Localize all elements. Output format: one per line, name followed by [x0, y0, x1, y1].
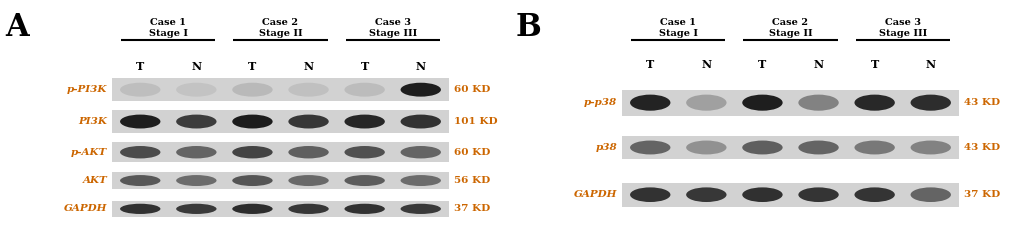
Ellipse shape	[854, 141, 894, 154]
Ellipse shape	[344, 115, 384, 128]
Ellipse shape	[630, 187, 669, 202]
Text: T: T	[757, 59, 766, 70]
Text: 37 KD: 37 KD	[963, 190, 1000, 199]
Text: 37 KD: 37 KD	[453, 204, 490, 213]
Ellipse shape	[742, 141, 782, 154]
Text: N: N	[304, 61, 313, 72]
Ellipse shape	[686, 187, 726, 202]
Ellipse shape	[120, 146, 160, 158]
Ellipse shape	[288, 146, 328, 158]
Ellipse shape	[400, 83, 440, 97]
Text: 60 KD: 60 KD	[453, 148, 490, 157]
Text: T: T	[645, 59, 654, 70]
Text: 56 KD: 56 KD	[453, 176, 490, 185]
Ellipse shape	[344, 175, 384, 186]
Ellipse shape	[798, 141, 838, 154]
Ellipse shape	[910, 187, 950, 202]
Ellipse shape	[232, 83, 272, 97]
Ellipse shape	[910, 95, 950, 111]
Ellipse shape	[400, 175, 440, 186]
Text: Case 1
Stage I: Case 1 Stage I	[658, 18, 697, 38]
Text: T: T	[360, 61, 369, 72]
Ellipse shape	[344, 204, 384, 214]
Ellipse shape	[798, 95, 838, 111]
Ellipse shape	[742, 187, 782, 202]
Ellipse shape	[176, 175, 216, 186]
Text: p-PI3K: p-PI3K	[66, 85, 107, 94]
Text: Case 3
Stage III: Case 3 Stage III	[877, 18, 926, 38]
Text: Case 2
Stage II: Case 2 Stage II	[768, 18, 811, 38]
Text: N: N	[925, 59, 934, 70]
Ellipse shape	[798, 187, 838, 202]
Bar	[622, 136, 958, 159]
Ellipse shape	[120, 115, 160, 128]
Bar	[112, 78, 448, 101]
Bar	[112, 142, 448, 162]
Ellipse shape	[288, 175, 328, 186]
Ellipse shape	[400, 204, 440, 214]
Text: Case 1
Stage I: Case 1 Stage I	[149, 18, 187, 38]
Ellipse shape	[854, 95, 894, 111]
Ellipse shape	[344, 146, 384, 158]
Text: N: N	[192, 61, 201, 72]
Text: T: T	[136, 61, 145, 72]
Text: 43 KD: 43 KD	[963, 143, 999, 152]
Bar	[622, 183, 958, 206]
Ellipse shape	[288, 83, 328, 97]
Ellipse shape	[288, 204, 328, 214]
Text: p38: p38	[595, 143, 616, 152]
Ellipse shape	[288, 115, 328, 128]
Ellipse shape	[400, 146, 440, 158]
Text: N: N	[416, 61, 425, 72]
Text: 43 KD: 43 KD	[963, 98, 999, 107]
Bar	[622, 90, 958, 116]
Text: GAPDH: GAPDH	[63, 204, 107, 213]
Ellipse shape	[630, 141, 669, 154]
Text: Case 3
Stage III: Case 3 Stage III	[368, 18, 417, 38]
Text: N: N	[813, 59, 822, 70]
Text: 60 KD: 60 KD	[453, 85, 490, 94]
Ellipse shape	[176, 146, 216, 158]
Ellipse shape	[176, 204, 216, 214]
Ellipse shape	[120, 83, 160, 97]
Ellipse shape	[686, 95, 726, 111]
Text: p-AKT: p-AKT	[70, 148, 107, 157]
Text: PI3K: PI3K	[78, 117, 107, 126]
Text: T: T	[869, 59, 878, 70]
Text: AKT: AKT	[83, 176, 107, 185]
Text: B: B	[515, 12, 540, 43]
Bar	[112, 201, 448, 217]
Bar	[112, 172, 448, 189]
Ellipse shape	[742, 95, 782, 111]
Text: 101 KD: 101 KD	[453, 117, 497, 126]
Ellipse shape	[854, 187, 894, 202]
Ellipse shape	[344, 83, 384, 97]
Ellipse shape	[686, 141, 726, 154]
Text: GAPDH: GAPDH	[573, 190, 616, 199]
Ellipse shape	[120, 175, 160, 186]
Ellipse shape	[232, 175, 272, 186]
Text: Case 2
Stage II: Case 2 Stage II	[259, 18, 302, 38]
Ellipse shape	[176, 115, 216, 128]
Ellipse shape	[910, 141, 950, 154]
Ellipse shape	[232, 204, 272, 214]
Ellipse shape	[232, 115, 272, 128]
Ellipse shape	[120, 204, 160, 214]
Text: A: A	[5, 12, 29, 43]
Ellipse shape	[232, 146, 272, 158]
Ellipse shape	[176, 83, 216, 97]
Text: p-p38: p-p38	[583, 98, 616, 107]
Text: N: N	[701, 59, 710, 70]
Bar	[112, 110, 448, 133]
Text: T: T	[248, 61, 257, 72]
Ellipse shape	[400, 115, 440, 128]
Ellipse shape	[630, 95, 669, 111]
